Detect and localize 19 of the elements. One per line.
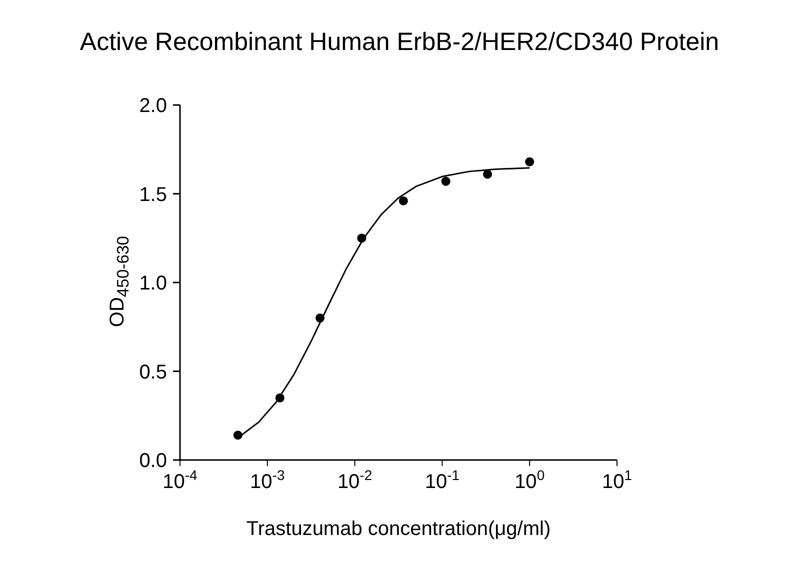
- x-tick-label: 10$^{0}$: [514, 467, 545, 493]
- x-axis-title: Trastuzumab concentration(μg/ml): [245, 518, 552, 541]
- y-tick-label: 0.5: [139, 361, 167, 384]
- y-tick-label: 2.0: [139, 95, 167, 117]
- point: [233, 430, 242, 440]
- chart-title: Active Recombinant Human ErbB-2/HER2/CD340 Protein: [78, 28, 720, 57]
- x-tick-label: 10$^{-1}$: [424, 467, 460, 493]
- y-tick-label: 1.5: [139, 184, 167, 206]
- x-tick-label: 10$^{1}$: [602, 467, 632, 493]
- point: [525, 157, 534, 166]
- x-tick-label: 10$^{-2}$: [337, 467, 372, 493]
- point: [316, 313, 325, 323]
- point: [357, 234, 366, 243]
- x-tick-label: 10$^{-3}$: [250, 467, 285, 493]
- point: [275, 393, 284, 402]
- point: [483, 170, 492, 179]
- y-tick-label: 1.0: [139, 272, 167, 294]
- point: [398, 196, 408, 206]
- point: [441, 176, 450, 186]
